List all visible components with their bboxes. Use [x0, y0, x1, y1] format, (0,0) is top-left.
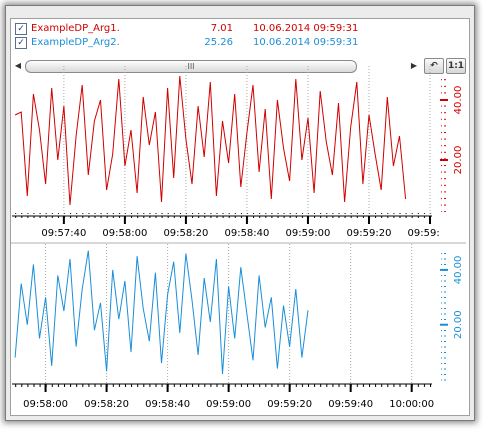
x-tick-label: 09:59:40	[408, 228, 453, 239]
x-tick-label: 09:58:40	[145, 399, 190, 410]
series-line	[14, 250, 309, 375]
x-tick-label: 09:58:00	[23, 399, 68, 410]
legend-name: ExampleDP_Arg1.	[31, 23, 120, 34]
x-tick-labels: 09:57:40 09:58:00 09:58:20 09:58:40 09:59:00…	[41, 228, 453, 239]
scroll-thumb[interactable]: III	[25, 60, 357, 73]
y-tick-label: 20.00	[453, 310, 464, 339]
legend-name: ExampleDP_Arg2.	[31, 37, 120, 48]
right-minor-ticks	[441, 252, 446, 382]
x-tick-label: 09:57:40	[41, 228, 86, 239]
legend-time: 10.06.2014 09:59:31	[253, 23, 359, 34]
x-tick-label: 09:58:20	[163, 228, 208, 239]
x-tick-label: 09:59:20	[347, 228, 392, 239]
x-tick-label: 09:58:00	[102, 228, 147, 239]
x-tick-label: 09:59:40	[328, 399, 373, 410]
x-tick-label: 09:58:40	[224, 228, 269, 239]
legend-time: 10.06.2014 09:59:31	[253, 37, 359, 48]
reset-button[interactable]: ↶	[424, 58, 444, 74]
x-tick-label: 10:00:00	[389, 399, 434, 410]
legend-value: 25.26	[204, 37, 233, 48]
scroll-right[interactable]: ▶	[410, 61, 418, 70]
x-tick-labels: 09:58:00 09:58:20 09:58:40 09:59:00 09:59:20…	[23, 399, 434, 410]
zoom-1to1-button[interactable]: 1:1	[446, 58, 466, 74]
scroll-left[interactable]: ◀	[14, 61, 22, 70]
scrollbar[interactable]: ◀ III ▶	[13, 59, 419, 73]
x-tick-label: 09:59:00	[206, 399, 251, 410]
right-minor-ticks	[441, 78, 446, 212]
y-tick-label: 40.00	[453, 256, 464, 285]
series-line	[14, 75, 407, 206]
checkbox[interactable]: ✓	[15, 23, 27, 35]
y-tick-label: 40.00	[453, 86, 464, 115]
x-tick-label: 09:59:20	[267, 399, 312, 410]
x-tick-label: 09:59:00	[285, 228, 330, 239]
x-tick-label: 09:58:20	[84, 399, 129, 410]
checkbox[interactable]: ✓	[15, 37, 27, 49]
legend-value: 7.01	[210, 23, 233, 34]
y-tick-label: 20.00	[453, 146, 464, 175]
